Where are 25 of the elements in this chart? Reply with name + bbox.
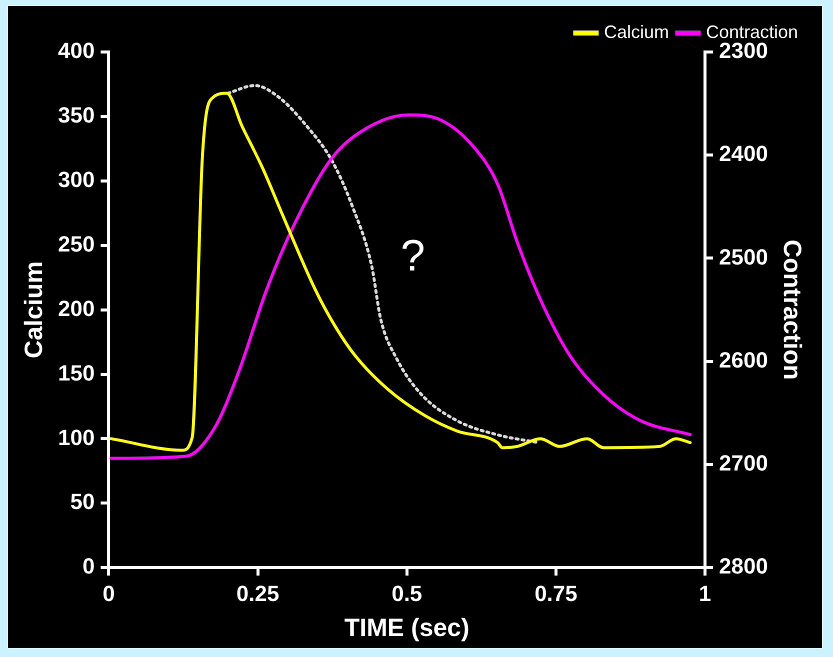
- y2-tick-label: 2700: [719, 450, 768, 476]
- y2-tick-label: 2800: [719, 554, 768, 579]
- y2-tick-label: 2500: [719, 244, 768, 270]
- y-tick-label: 150: [58, 360, 95, 386]
- y-tick-label: 400: [58, 38, 95, 64]
- legend-label: Calcium: [604, 22, 669, 42]
- y-tick-label: 100: [58, 424, 95, 450]
- x-tick-label: 1: [698, 580, 712, 606]
- y-tick-label: 350: [58, 102, 95, 128]
- y2-tick-label: 2600: [719, 347, 768, 372]
- x-tick-label: 0.75: [534, 580, 578, 606]
- annotation: ?: [400, 231, 426, 280]
- y2-tick-label: 2400: [719, 141, 768, 166]
- y-tick-label: 50: [70, 489, 95, 514]
- y-tick-label: 250: [58, 231, 95, 256]
- y-tick-label: 200: [58, 296, 95, 321]
- x-tick-label: 0.25: [236, 580, 280, 606]
- line-series: [226, 84, 540, 444]
- x-axis-title: TIME (sec): [344, 614, 470, 642]
- y-tick-label: 0: [82, 554, 95, 579]
- y-axis-title: Calcium: [20, 261, 48, 358]
- x-tick-label: 0.5: [392, 580, 422, 606]
- y-tick-label: 300: [58, 166, 95, 192]
- x-tick-label: 0: [102, 580, 115, 606]
- y2-axis-title: Contraction: [778, 240, 806, 380]
